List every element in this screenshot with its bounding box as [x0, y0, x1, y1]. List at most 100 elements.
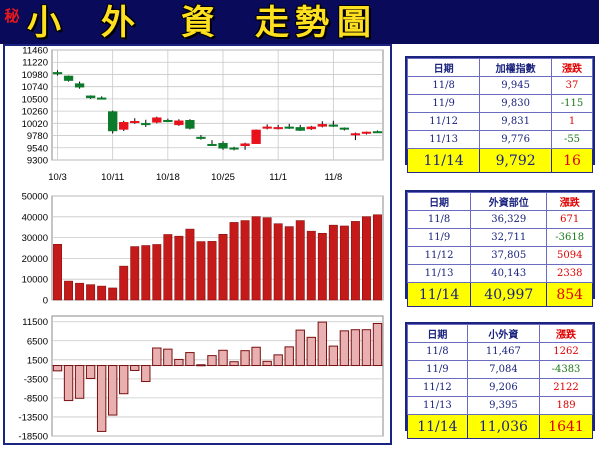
- candle: [273, 127, 283, 130]
- cell-value: 40,143: [470, 264, 548, 283]
- bar: [362, 216, 371, 301]
- cell-change: 189: [539, 396, 593, 415]
- cell-change: -55: [551, 130, 593, 149]
- cell-date: 11/12: [407, 378, 468, 397]
- y-tick-label: 50000: [22, 192, 48, 203]
- cell-value: 11,036: [466, 414, 541, 439]
- cell-change: -4383: [539, 360, 593, 379]
- y-tick-label: 11500: [22, 317, 48, 328]
- header-date: 日期: [407, 324, 468, 343]
- bar: [75, 282, 85, 301]
- header-value: 外資部位: [470, 192, 548, 211]
- y-tick-label: 10260: [22, 107, 48, 118]
- y-tick-label: 10740: [22, 82, 48, 93]
- index-table-frame: 日期 加權指數 漲跌 11/8 9,945 37 11/9 9,830 -115 11/…: [405, 56, 595, 173]
- bar: [108, 287, 118, 301]
- cell-value: 9,792: [479, 148, 552, 173]
- x-tick-label: 10/3: [48, 172, 67, 183]
- candle: [119, 122, 129, 130]
- bar: [119, 265, 129, 301]
- title-char-4: 走: [255, 3, 289, 43]
- header-value: 小外資: [466, 324, 541, 343]
- small-foreign-table: 日期 小外資 漲跌 11/8 11,467 1262 11/9 7,084 -4383 …: [407, 324, 593, 439]
- bar: [284, 346, 294, 367]
- bar: [130, 365, 140, 371]
- bar: [317, 232, 327, 301]
- bar: [328, 345, 339, 367]
- cell-date: 11/8: [406, 210, 472, 229]
- cell-value: 40,997: [470, 282, 548, 307]
- cell-date: 11/9: [406, 228, 472, 247]
- cell-value: 9,831: [479, 112, 552, 131]
- title-char-1: 小: [27, 3, 61, 43]
- cell-date: 11/8: [407, 342, 468, 361]
- cell-value: 32,711: [470, 228, 548, 247]
- bar: [86, 284, 96, 301]
- header-change: 漲跌: [551, 58, 593, 77]
- table-row: 11/9 32,711 -3618: [406, 228, 593, 247]
- candle: [350, 133, 361, 136]
- secret-badge: 秘: [4, 7, 20, 25]
- cell-change: 2122: [539, 378, 593, 397]
- bar: [328, 224, 338, 301]
- bar: [251, 346, 261, 367]
- bar: [163, 234, 173, 301]
- y-tick-label: -8500: [24, 393, 48, 404]
- candle: [218, 142, 228, 149]
- table-row: 11/12 37,805 5094: [406, 246, 593, 265]
- candle: [295, 127, 305, 131]
- y-tick-label: 9780: [27, 131, 48, 142]
- candle: [96, 97, 107, 100]
- bar: [74, 365, 85, 399]
- bar: [339, 330, 350, 367]
- cell-date: 11/13: [407, 396, 468, 415]
- bar: [240, 350, 250, 367]
- y-tick-label: 11460: [22, 46, 48, 57]
- bar: [63, 365, 74, 402]
- cell-change: 854: [546, 282, 593, 307]
- bar: [339, 225, 349, 301]
- candle: [130, 121, 140, 124]
- candle: [63, 75, 74, 81]
- bar: [174, 358, 184, 367]
- y-tick-label: 10980: [22, 70, 48, 81]
- cell-value: 7,084: [466, 360, 541, 379]
- table-row: 11/8 11,467 1262: [407, 342, 593, 361]
- x-tick-label: 11/8: [324, 172, 342, 183]
- table-header-row: 日期 加權指數 漲跌: [406, 58, 593, 77]
- bar: [240, 220, 250, 301]
- bar: [52, 365, 63, 372]
- header-date: 日期: [406, 58, 481, 77]
- cell-change: -115: [551, 94, 593, 113]
- cell-value: 9,395: [466, 396, 541, 415]
- cell-change: 2338: [546, 264, 593, 283]
- table-row: 11/13 9,395 189: [407, 396, 593, 415]
- candle: [306, 126, 316, 130]
- candle: [229, 147, 239, 150]
- bar: [229, 361, 239, 367]
- cell-date: 11/9: [407, 360, 468, 379]
- candle: [74, 83, 85, 88]
- cell-date: 11/13: [406, 130, 481, 149]
- x-tick-label: 10/25: [211, 172, 235, 183]
- table-row: 11/13 9,776 -55: [406, 130, 593, 149]
- candle: [163, 120, 173, 123]
- bar: [207, 241, 217, 301]
- table-row: 11/9 7,084 -4383: [407, 360, 593, 379]
- position-table-frame: 日期 外資部位 漲跌 11/8 36,329 671 11/9 32,711 -3618…: [405, 190, 595, 307]
- table-header-row: 日期 外資部位 漲跌: [406, 192, 593, 211]
- table-row: 11/9 9,830 -115: [406, 94, 593, 113]
- candle: [339, 127, 350, 130]
- cell-change: 1262: [539, 342, 593, 361]
- candle: [317, 124, 327, 127]
- bar: [141, 365, 151, 383]
- candle: [262, 126, 272, 129]
- bar: [251, 216, 261, 301]
- x-tick-label: 11/1: [269, 172, 287, 183]
- cell-change: 1: [551, 112, 593, 131]
- bar: [262, 217, 272, 301]
- cell-change: 5094: [546, 246, 593, 265]
- charts-svg: 1146011220109801074010500102601002097809…: [18, 46, 384, 443]
- bar: [185, 352, 195, 367]
- bar: [185, 228, 195, 301]
